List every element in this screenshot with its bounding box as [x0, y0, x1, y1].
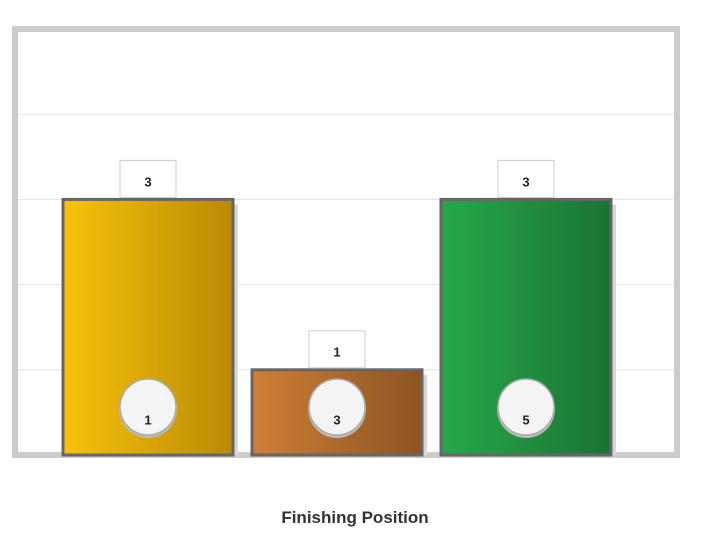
- x-axis-label: Finishing Position: [281, 508, 429, 527]
- bar-group-position-5: 35: [439, 159, 616, 457]
- bar-group-position-3: 13: [250, 330, 427, 457]
- category-label: 1: [144, 412, 151, 427]
- value-label-box: [497, 159, 555, 198]
- category-marker: [119, 378, 177, 436]
- value-label-box: [119, 159, 177, 198]
- category-marker: [497, 378, 555, 436]
- category-label: 5: [522, 412, 529, 427]
- category-label: 3: [333, 412, 340, 427]
- value-label-box: [308, 330, 366, 369]
- value-label: 1: [333, 345, 340, 360]
- category-marker: [308, 378, 366, 436]
- value-label: 3: [144, 174, 151, 189]
- value-label: 3: [522, 174, 529, 189]
- bar-group-position-1: 31: [61, 159, 238, 457]
